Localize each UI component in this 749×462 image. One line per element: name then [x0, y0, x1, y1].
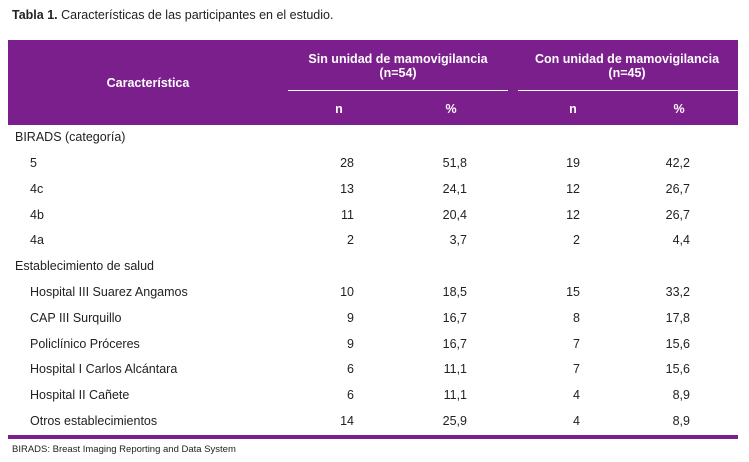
- group2-col-pct: %: [673, 102, 685, 116]
- table-caption: Tabla 1. Características de las particip…: [12, 8, 333, 22]
- section-label: Establecimiento de salud: [15, 259, 154, 274]
- value-n-with-unit: 4: [573, 413, 580, 428]
- header-group-without-unit: Sin unidad de mamovigilancia (n=54): [288, 52, 508, 80]
- table-row: CAP III Surquillo 9 16,7 8 17,8: [8, 306, 738, 332]
- value-n-without-unit: 6: [347, 362, 354, 377]
- value-n-without-unit: 6: [347, 388, 354, 403]
- group1-divider: [288, 90, 508, 91]
- value-n-without-unit: 9: [347, 336, 354, 351]
- value-pct-with-unit: 42,2: [665, 156, 690, 170]
- value-n-with-unit: 2: [573, 233, 580, 248]
- value-pct-without-unit: 3,7: [449, 233, 467, 248]
- value-pct-without-unit: 18,5: [442, 284, 467, 299]
- value-pct-with-unit: 8,9: [672, 388, 690, 403]
- group2-divider: [518, 90, 738, 91]
- value-n-with-unit: 12: [566, 207, 580, 222]
- group1-col-pct: %: [445, 102, 457, 116]
- table-row: Hospital I Carlos Alcántara 6 11,1 7 15,6: [8, 357, 738, 383]
- row-label: Policlínico Próceres: [30, 336, 140, 351]
- value-n-with-unit: 7: [573, 336, 580, 351]
- value-pct-without-unit: 24,1: [442, 181, 467, 196]
- table-section-row: Establecimiento de salud: [8, 254, 738, 280]
- row-label: Otros establecimientos: [30, 413, 158, 428]
- row-label: 4a: [30, 233, 44, 248]
- header-characteristic: Característica: [106, 76, 190, 90]
- value-pct-with-unit: 15,6: [665, 336, 690, 351]
- caption-label: Tabla 1.: [12, 8, 58, 22]
- value-pct-with-unit: 33,2: [665, 284, 690, 299]
- value-n-with-unit: 19: [566, 156, 580, 170]
- value-pct-without-unit: 11,1: [443, 362, 467, 377]
- section-label: BIRADS (categoría): [15, 130, 126, 144]
- table-row: 4b 11 20,4 12 26,7: [8, 203, 738, 229]
- group2-col-n: n: [569, 102, 577, 116]
- value-pct-without-unit: 11,1: [443, 388, 467, 403]
- value-n-with-unit: 12: [566, 181, 580, 196]
- value-n-with-unit: 7: [573, 362, 580, 377]
- header-group-with-unit: Con unidad de mamovigilancia (n=45): [516, 52, 738, 80]
- value-n-without-unit: 14: [340, 413, 354, 428]
- row-label: Hospital III Suarez Angamos: [30, 284, 188, 299]
- group1-col-n: n: [335, 102, 343, 116]
- row-label: Hospital II Cañete: [30, 388, 130, 403]
- group1-n-total: (n=54): [379, 66, 417, 80]
- table-footnote: BIRADS: Breast Imaging Reporting and Dat…: [12, 444, 236, 455]
- value-pct-without-unit: 25,9: [442, 413, 467, 428]
- row-label: 4b: [30, 207, 44, 222]
- table-row: Hospital III Suarez Angamos 10 18,5 15 33,2: [8, 280, 738, 306]
- table-row: Otros establecimientos 14 25,9 4 8,9: [8, 409, 738, 435]
- table-row: Hospital II Cañete 6 11,1 4 8,9: [8, 383, 738, 409]
- value-n-without-unit: 10: [340, 284, 354, 299]
- row-label: CAP III Surquillo: [30, 310, 122, 325]
- table-row: 5 28 51,8 19 42,2: [8, 151, 738, 177]
- table-row: 4a 2 3,7 2 4,4: [8, 228, 738, 254]
- table-row: Policlínico Próceres 9 16,7 7 15,6: [8, 332, 738, 358]
- value-n-without-unit: 11: [341, 207, 354, 222]
- group1-title: Sin unidad de mamovigilancia: [308, 52, 488, 66]
- value-pct-without-unit: 51,8: [442, 156, 467, 170]
- row-label: Hospital I Carlos Alcántara: [30, 362, 178, 377]
- value-n-with-unit: 8: [573, 310, 580, 325]
- table-body: BIRADS (categoría) 5 28 51,8 19 42,2 4c 13 24,1 1…: [8, 125, 738, 435]
- table-row: 4c 13 24,1 12 26,7: [8, 177, 738, 203]
- group2-n-total: (n=45): [608, 66, 646, 80]
- value-pct-without-unit: 16,7: [442, 310, 467, 325]
- value-n-without-unit: 2: [347, 233, 354, 248]
- data-table: Característica Sin unidad de mamovigilan…: [8, 40, 738, 439]
- value-n-with-unit: 15: [566, 284, 580, 299]
- value-n-without-unit: 28: [340, 156, 354, 170]
- value-pct-with-unit: 15,6: [665, 362, 690, 377]
- table-header: Característica Sin unidad de mamovigilan…: [8, 40, 738, 125]
- value-pct-with-unit: 4,4: [672, 233, 690, 248]
- table-bottom-rule: [8, 434, 738, 439]
- value-pct-with-unit: 17,8: [665, 310, 690, 325]
- group2-title: Con unidad de mamovigilancia: [534, 52, 720, 66]
- value-pct-without-unit: 20,4: [442, 207, 467, 222]
- caption-text: Características de las participantes en …: [57, 8, 334, 22]
- value-pct-with-unit: 8,9: [672, 413, 690, 428]
- value-pct-without-unit: 16,7: [442, 336, 467, 351]
- table-section-row: BIRADS (categoría): [8, 125, 738, 151]
- row-label: 4c: [30, 181, 44, 196]
- value-n-without-unit: 9: [347, 310, 354, 325]
- row-label: 5: [30, 156, 37, 170]
- value-n-without-unit: 13: [340, 181, 354, 196]
- value-pct-with-unit: 26,7: [665, 207, 690, 222]
- value-pct-with-unit: 26,7: [665, 181, 690, 196]
- value-n-with-unit: 4: [573, 388, 580, 403]
